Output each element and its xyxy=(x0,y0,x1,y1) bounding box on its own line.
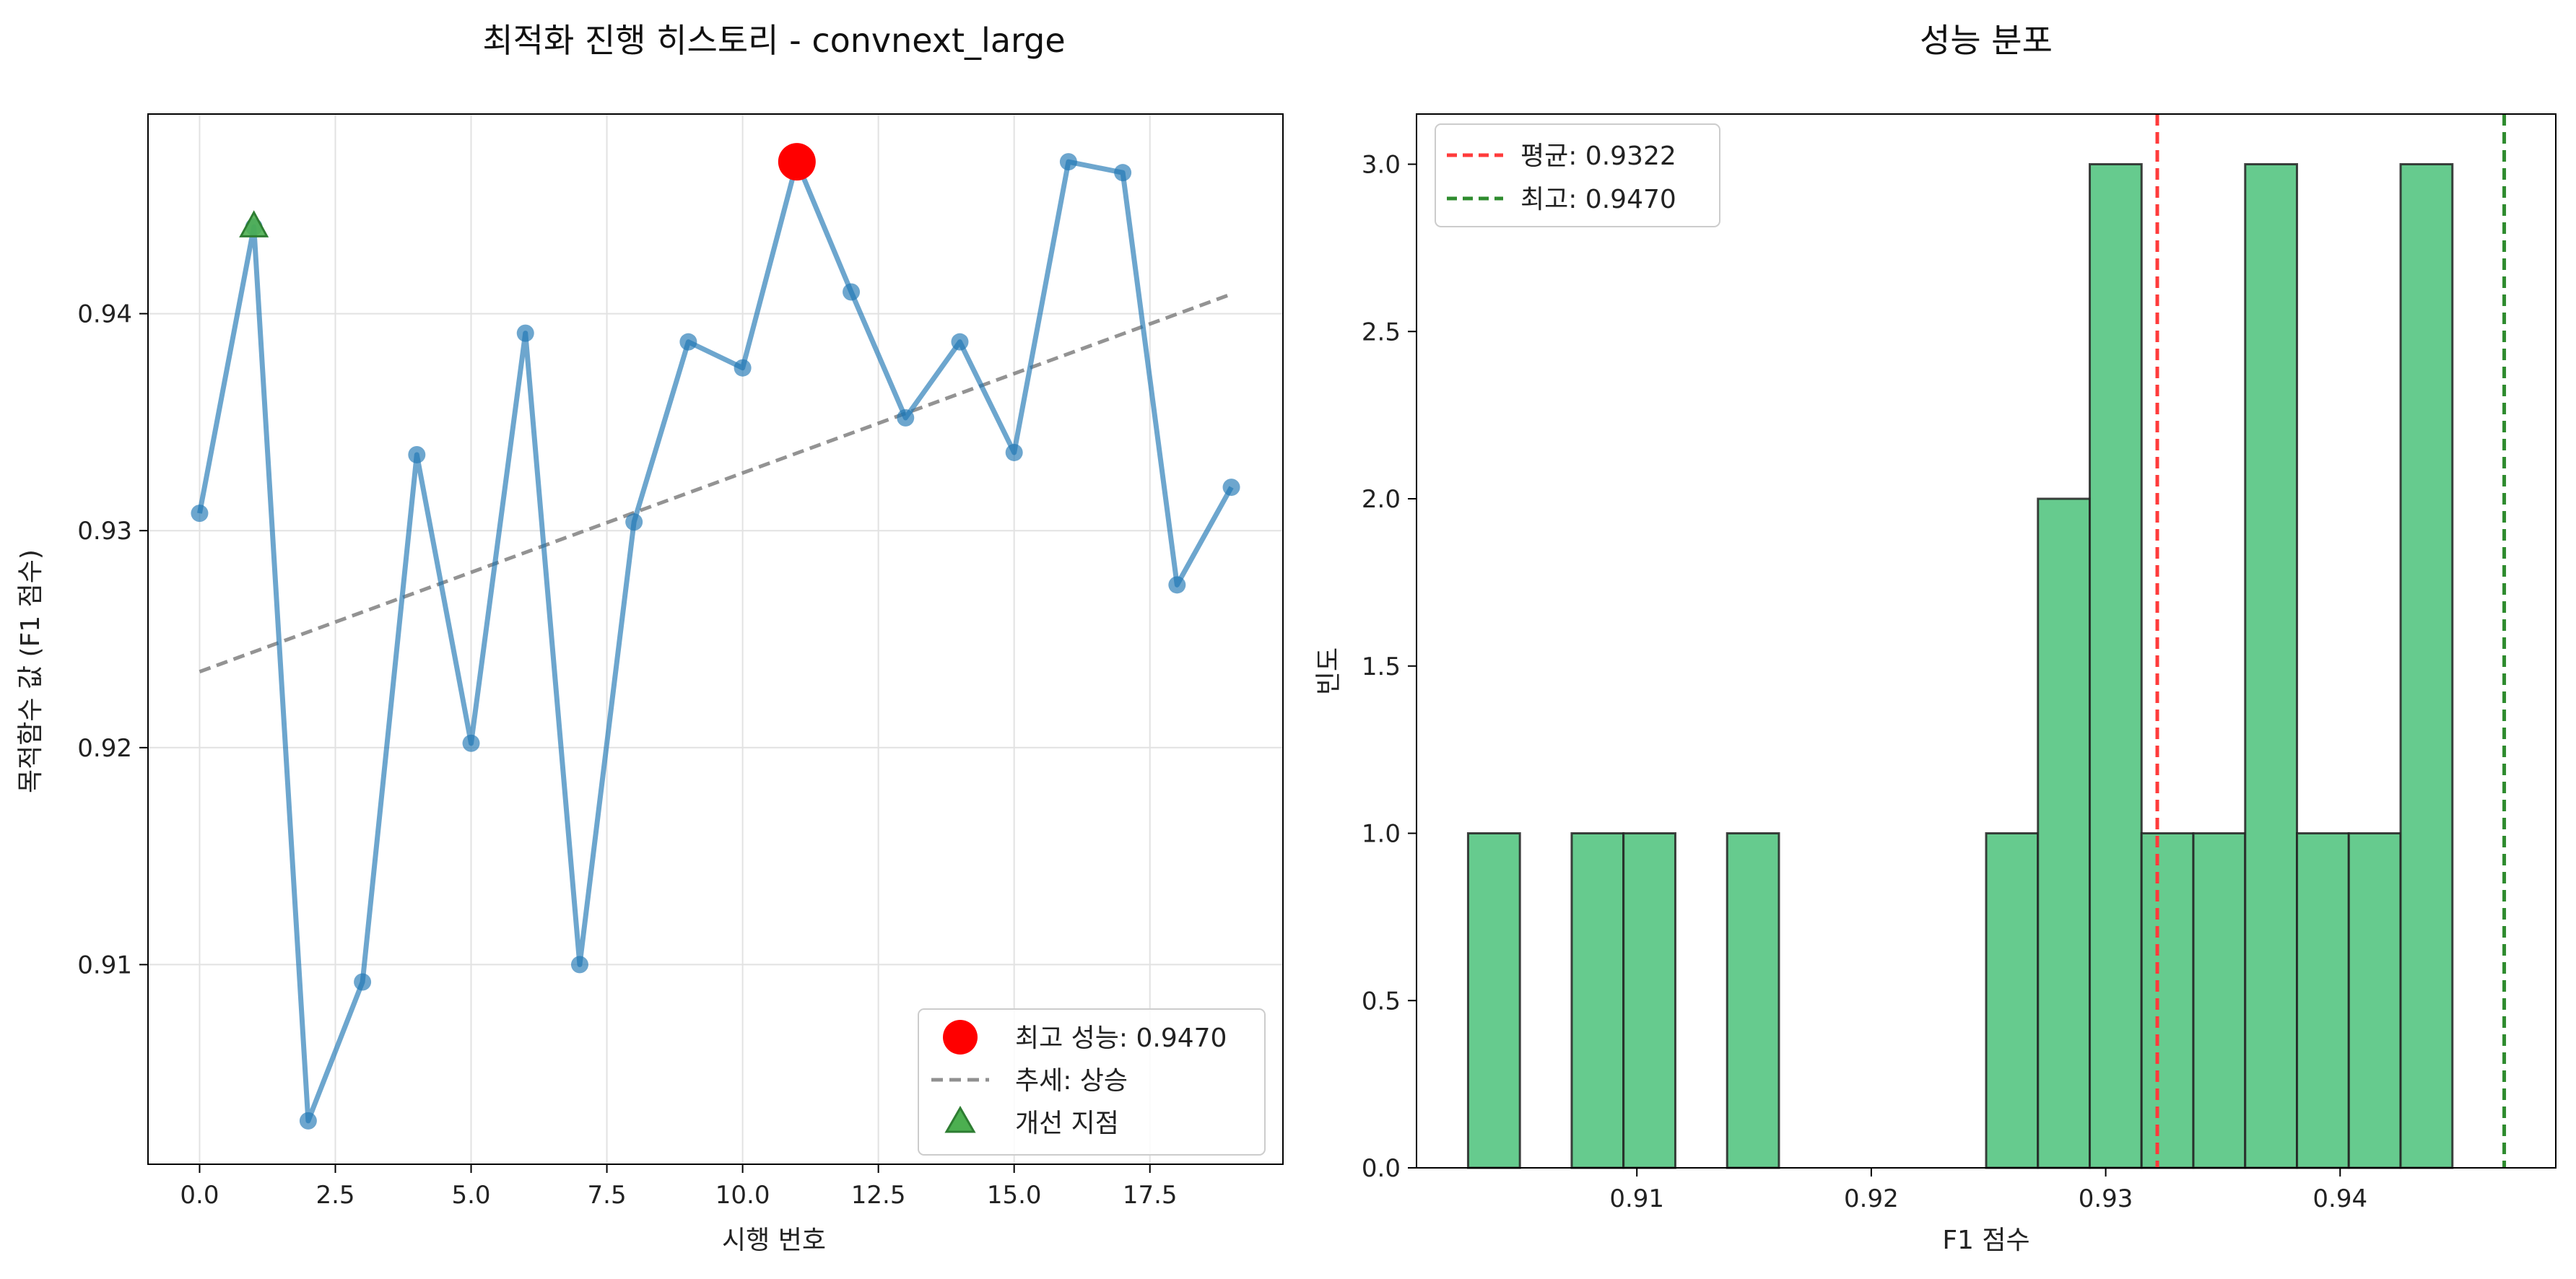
x-tick-label: 5.0 xyxy=(451,1181,490,1210)
y-tick-label: 0.92 xyxy=(77,734,132,763)
x-tick-label: 10.0 xyxy=(715,1181,770,1210)
trial-point xyxy=(1059,153,1077,171)
trend-line-segment xyxy=(199,292,1232,673)
x-tick-label: 17.5 xyxy=(1123,1181,1178,1210)
x-tick-label: 0.93 xyxy=(2079,1184,2133,1213)
trial-point xyxy=(191,505,209,523)
trial-point xyxy=(570,956,588,974)
y-tick-label: 0.5 xyxy=(1362,987,1401,1016)
y-tick-label: 1.5 xyxy=(1362,652,1401,681)
trial-point xyxy=(1222,479,1240,497)
histogram-bar xyxy=(1570,832,1625,1169)
chart-title: 성능 분포 xyxy=(1920,21,2053,60)
trial-point xyxy=(679,333,697,351)
trial-point xyxy=(462,734,480,752)
y-tick-label: 2.0 xyxy=(1362,485,1401,514)
best-point-marker xyxy=(778,143,816,181)
x-ticks: 0.0 2.5 5.0 7.5 10.0 12.5 15.0 17.5 xyxy=(180,1164,1178,1210)
optimization-history-chart: 최적화 진행 히스토리 - convnext_large 0.0 2.5 5.0 7.… xyxy=(16,21,1284,1255)
legend: 최고 성능: 0.9470 추세: 상승 개선 지점 xyxy=(918,1008,1266,1156)
x-tick-label: 0.0 xyxy=(180,1181,219,1210)
trial-point xyxy=(1114,164,1132,182)
histogram-bar xyxy=(2192,832,2247,1169)
legend-best-label: 최고: 0.9470 xyxy=(1520,185,1676,214)
legend-mean-label: 평균: 0.9322 xyxy=(1520,141,1676,171)
trial-point xyxy=(1168,576,1186,594)
trial-point xyxy=(299,1112,317,1130)
y-tick-label: 2.5 xyxy=(1362,318,1401,346)
y-tick-label: 0.94 xyxy=(77,300,132,329)
trial-point xyxy=(897,409,915,427)
y-axis-label: 목적함수 값 (F1 점수) xyxy=(16,549,45,793)
legend-frame xyxy=(918,1008,1266,1156)
y-axis-label: 빈도 xyxy=(1314,647,1344,695)
legend-best-marker xyxy=(943,1020,978,1055)
reference-lines xyxy=(2155,114,2507,1168)
histogram-bar xyxy=(2037,497,2092,1169)
best-point xyxy=(778,143,816,181)
trial-point xyxy=(734,359,752,377)
legend-improve-marker xyxy=(944,1105,976,1133)
legend-trend-label: 추세: 상승 xyxy=(1015,1066,1128,1096)
histogram-bar xyxy=(2089,163,2143,1169)
x-tick-label: 7.5 xyxy=(588,1181,627,1210)
histogram-bar xyxy=(2296,832,2350,1169)
y-tick-label: 1.0 xyxy=(1362,820,1401,849)
plot-frame xyxy=(1416,113,2557,1169)
x-tick-label: 15.0 xyxy=(987,1181,1042,1210)
histogram-bar xyxy=(2244,163,2299,1169)
trial-line xyxy=(197,159,1234,1124)
legend: 평균: 0.9322 최고: 0.9470 xyxy=(1435,123,1720,227)
trend-line xyxy=(199,292,1232,673)
x-axis-label: 시행 번호 xyxy=(722,1226,826,1255)
y-tick-label: 0.91 xyxy=(77,951,132,979)
trial-point xyxy=(951,333,969,351)
histogram-bar xyxy=(1466,832,1521,1169)
trial-point xyxy=(408,445,426,463)
improvement-marker xyxy=(239,210,269,237)
histogram-bar xyxy=(1622,832,1676,1169)
histogram-bar xyxy=(1985,832,2040,1169)
x-tick-label: 2.5 xyxy=(316,1181,354,1210)
trial-point xyxy=(843,283,861,301)
trial-point xyxy=(516,324,534,342)
x-tick-label: 0.91 xyxy=(1609,1184,1664,1213)
y-ticks: 0.0 0.5 1.0 1.5 2.0 2.5 3.0 xyxy=(1362,151,1417,1183)
histogram-bar xyxy=(2347,832,2402,1169)
x-tick-label: 0.92 xyxy=(1844,1184,1899,1213)
plot-frame xyxy=(147,113,1284,1165)
y-tick-label: 0.0 xyxy=(1362,1154,1401,1183)
legend-frame xyxy=(1435,123,1720,227)
x-tick-label: 12.5 xyxy=(851,1181,906,1210)
y-ticks: 0.91 0.92 0.93 0.94 xyxy=(77,300,148,979)
x-axis-label: F1 점수 xyxy=(1942,1226,2029,1255)
improvement-points xyxy=(239,210,269,237)
x-tick-label: 0.94 xyxy=(2312,1184,2367,1213)
y-tick-label: 3.0 xyxy=(1362,151,1401,180)
trial-series xyxy=(197,159,1234,1124)
histogram-bar xyxy=(2399,163,2454,1169)
trial-point xyxy=(625,513,643,531)
y-tick-label: 0.93 xyxy=(77,517,132,546)
legend-best-label: 최고 성능: 0.9470 xyxy=(1015,1023,1227,1053)
trial-point xyxy=(1005,443,1023,461)
chart-title: 최적화 진행 히스토리 - convnext_large xyxy=(482,21,1065,60)
x-ticks: 0.91 0.92 0.93 0.94 xyxy=(1609,1168,2367,1213)
histogram-bar xyxy=(1726,832,1780,1169)
histogram-bar xyxy=(2140,832,2195,1169)
trial-point xyxy=(354,973,372,991)
grid xyxy=(148,114,1283,1164)
legend-improve-label: 개선 지점 xyxy=(1015,1109,1119,1138)
performance-distribution-chart: 성능 분포 0.91 0.92 0.93 0.94 0.0 0.5 1.0 1.5 2.0 2.… xyxy=(1314,21,2557,1255)
